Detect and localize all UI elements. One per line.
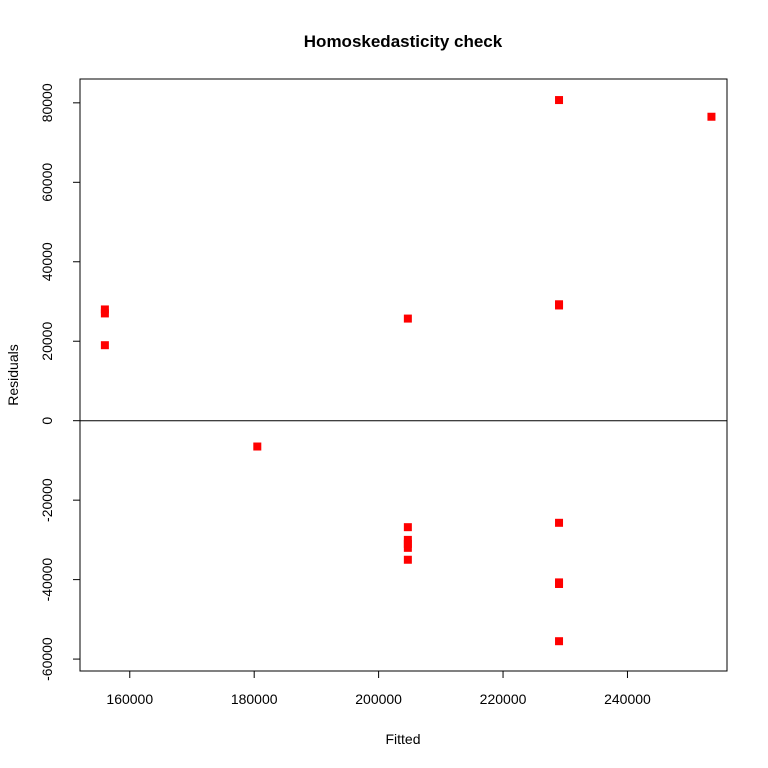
x-tick-label: 240000 (604, 691, 651, 707)
y-tick-label: 40000 (39, 242, 55, 281)
data-point (707, 112, 716, 121)
y-axis: -60000 -40000 -20000 0 20000 40000 60000 80000 (39, 83, 81, 681)
data-points (100, 96, 716, 646)
x-tick-label: 200000 (355, 691, 402, 707)
data-point (100, 341, 109, 350)
y-tick-label: 0 (39, 417, 55, 425)
data-point (403, 523, 412, 532)
data-point (253, 442, 262, 451)
y-tick-label: 20000 (39, 322, 55, 361)
y-tick-label: 80000 (39, 83, 55, 122)
data-point (403, 555, 412, 564)
data-point (555, 579, 564, 588)
x-tick-label: 160000 (106, 691, 153, 707)
data-point (555, 96, 564, 105)
y-tick-label: -40000 (39, 558, 55, 602)
data-point (555, 518, 564, 527)
x-axis-title: Fitted (385, 731, 420, 747)
data-point (403, 314, 412, 323)
chart-title: Homoskedasticity check (304, 32, 503, 51)
y-tick-label: -60000 (39, 637, 55, 681)
data-point (403, 543, 412, 552)
y-tick-label: 60000 (39, 163, 55, 202)
data-point (555, 637, 564, 646)
data-point (555, 301, 564, 310)
x-tick-label: 220000 (480, 691, 527, 707)
x-axis: 160000 180000 200000 220000 240000 (106, 670, 651, 707)
y-axis-title: Residuals (5, 344, 21, 405)
data-point (100, 309, 109, 318)
y-tick-label: -20000 (39, 478, 55, 522)
x-tick-label: 180000 (231, 691, 278, 707)
